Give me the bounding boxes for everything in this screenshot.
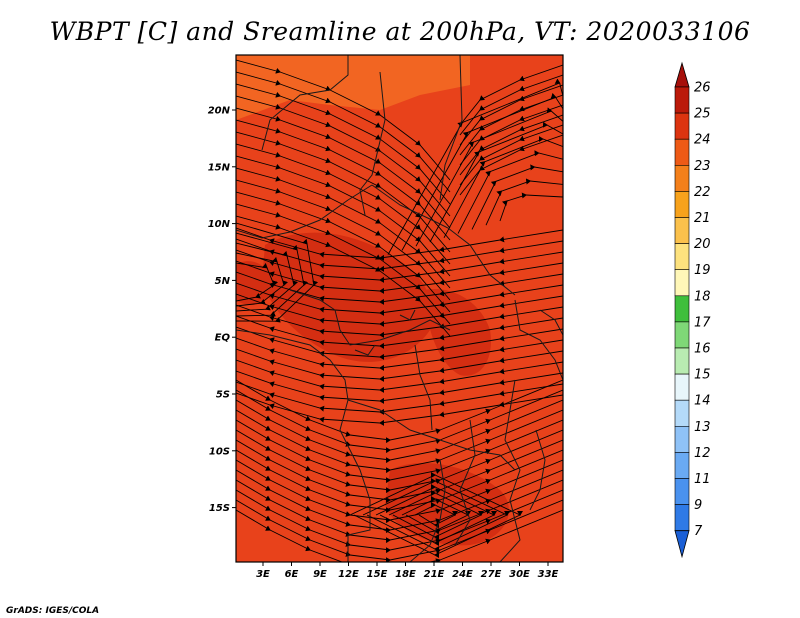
country-borders: [236, 55, 563, 562]
border-line: [414, 344, 433, 431]
lat-tick-label: 5S: [216, 390, 230, 401]
lat-tick-label: EQ: [215, 333, 231, 344]
lon-tick-label: 33E: [538, 569, 559, 580]
colorbar-label: 20: [694, 237, 711, 252]
colorbar-bin: [674, 112, 690, 140]
border-line: [371, 184, 516, 296]
colorbar-bin: [674, 295, 690, 323]
border-line: [454, 419, 476, 546]
colorbar-label: 9: [694, 498, 702, 513]
colorbar-label: 17: [694, 315, 711, 330]
border-line: [529, 429, 546, 511]
map-frame: [235, 54, 564, 563]
colorbar-bin: [674, 452, 690, 479]
lon-tick-label: 9E: [313, 569, 327, 580]
colorbar-label: 21: [694, 211, 711, 226]
lon-tick-label: 18E: [395, 569, 416, 580]
streamline: [236, 222, 319, 323]
border-line: [409, 459, 446, 562]
border-line: [289, 289, 451, 346]
lat-tick-label: 10N: [208, 219, 231, 230]
colorbar-label: 16: [694, 342, 711, 357]
colorbar-label: 18: [694, 289, 711, 304]
colorbar-label: 24: [694, 133, 711, 148]
lon-tick-label: 3E: [256, 569, 270, 580]
lon-tick-label: 30E: [509, 569, 530, 580]
colorbar-bin: [674, 243, 690, 271]
streamline: [499, 192, 563, 222]
border-line: [359, 71, 386, 216]
lat-tick-label: 5N: [215, 276, 231, 287]
border-line: [347, 399, 516, 471]
colorbar-label: 7: [694, 524, 703, 539]
lat-tick-label: 15S: [209, 503, 230, 514]
border-line: [339, 429, 371, 562]
colorbar-bin: [674, 138, 690, 166]
colorbar-over-triangle: [674, 61, 690, 88]
lon-tick-label: 12E: [338, 569, 359, 580]
wbpt-field: [236, 55, 563, 562]
colorbar-label: 12: [694, 446, 711, 461]
border-line: [499, 379, 521, 562]
colorbar-bin: [674, 373, 690, 401]
colorbar-label: 13: [694, 420, 711, 435]
lon-tick-label: 21E: [424, 569, 445, 580]
colorbar-label: 11: [694, 472, 711, 487]
colorbar-bin: [674, 269, 690, 297]
border-line: [261, 55, 349, 151]
lake-outline: [354, 309, 416, 356]
latitude-axis: 20N 15N 10N 5N EQ 5S 10S 15S: [208, 106, 236, 514]
colorbar-bin: [674, 165, 690, 192]
lat-tick-label: 20N: [208, 106, 231, 117]
lat-tick-label: 15N: [208, 162, 231, 173]
colorbar-label: 22: [694, 185, 711, 200]
colorbar-bin: [674, 478, 690, 505]
lon-tick-label: 15E: [367, 569, 388, 580]
colorbar-bin: [674, 86, 690, 114]
colorbar-bin: [674, 191, 690, 218]
border-line: [439, 55, 463, 201]
plot-title: WBPT [C] and Sreamline at 200hPa, VT: 20…: [50, 17, 751, 46]
border-line: [514, 299, 563, 381]
lat-tick-label: 10S: [209, 446, 230, 457]
colorbar-label: 26: [694, 81, 711, 96]
colorbar: 26 25 24 23 22 21 20 19 18 17 16 15 14 13 12 11 9 7: [674, 61, 711, 559]
colorbar-bin: [674, 504, 690, 532]
border-line: [539, 309, 563, 336]
colorbar-label: 23: [694, 159, 711, 174]
colorbar-under-triangle: [674, 530, 690, 559]
colorbar-bin: [674, 399, 690, 427]
lon-tick-label: 6E: [285, 569, 299, 580]
colorbar-bin: [674, 217, 690, 244]
streamlines: [236, 59, 563, 562]
colorbar-bin: [674, 425, 690, 453]
streamline: [459, 134, 563, 196]
colorbar-bin: [674, 321, 690, 349]
streamline: [349, 472, 523, 559]
colorbar-label: 14: [694, 394, 711, 409]
colorbar-label: 15: [694, 368, 711, 383]
colorbar-label: 25: [694, 107, 711, 122]
grads-credit: GrADS: IGES/COLA: [6, 606, 99, 616]
lon-tick-label: 27E: [481, 569, 502, 580]
colorbar-label: 19: [694, 263, 711, 278]
colorbar-bin: [674, 347, 690, 375]
longitude-axis: 3E 6E 9E 12E 15E 18E 21E 24E 27E 30E 33E: [256, 562, 559, 580]
border-line: [236, 184, 373, 239]
lon-tick-label: 24E: [452, 569, 473, 580]
